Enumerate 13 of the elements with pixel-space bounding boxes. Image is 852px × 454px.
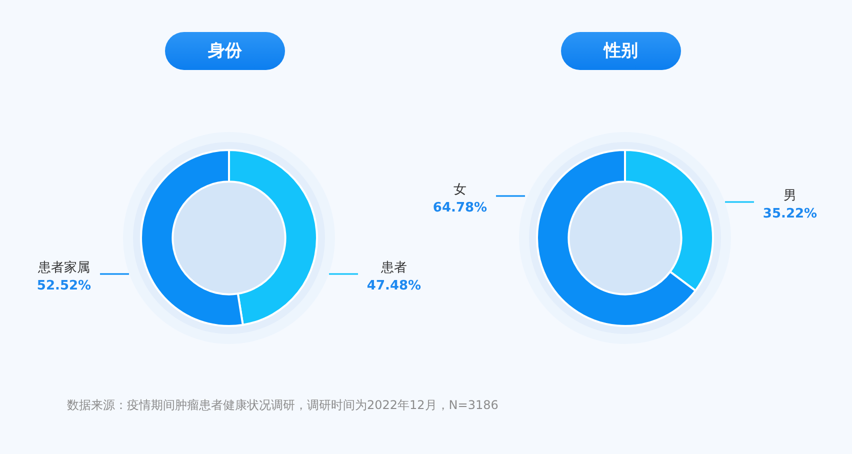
legend-label: 男 xyxy=(784,188,796,204)
chart-title: 性别 xyxy=(604,41,638,61)
source-note: 数据来源：疫情期间肿瘤患者健康状况调研，调研时间为2022年12月，N=3186 xyxy=(67,397,498,413)
data-label: 52.52% xyxy=(36,278,92,294)
title-pill: 性别 xyxy=(561,32,681,70)
title-pill: 身份 xyxy=(165,32,285,70)
data-label: 35.22% xyxy=(762,206,818,222)
slice-label: 女 xyxy=(454,182,466,198)
legend-label: 患者 xyxy=(380,260,407,276)
data-label: 64.78% xyxy=(432,200,488,216)
slice-label: 患者家属 xyxy=(37,259,90,276)
chart-title: 身份 xyxy=(208,41,242,61)
data-label: 47.48% xyxy=(366,278,422,294)
